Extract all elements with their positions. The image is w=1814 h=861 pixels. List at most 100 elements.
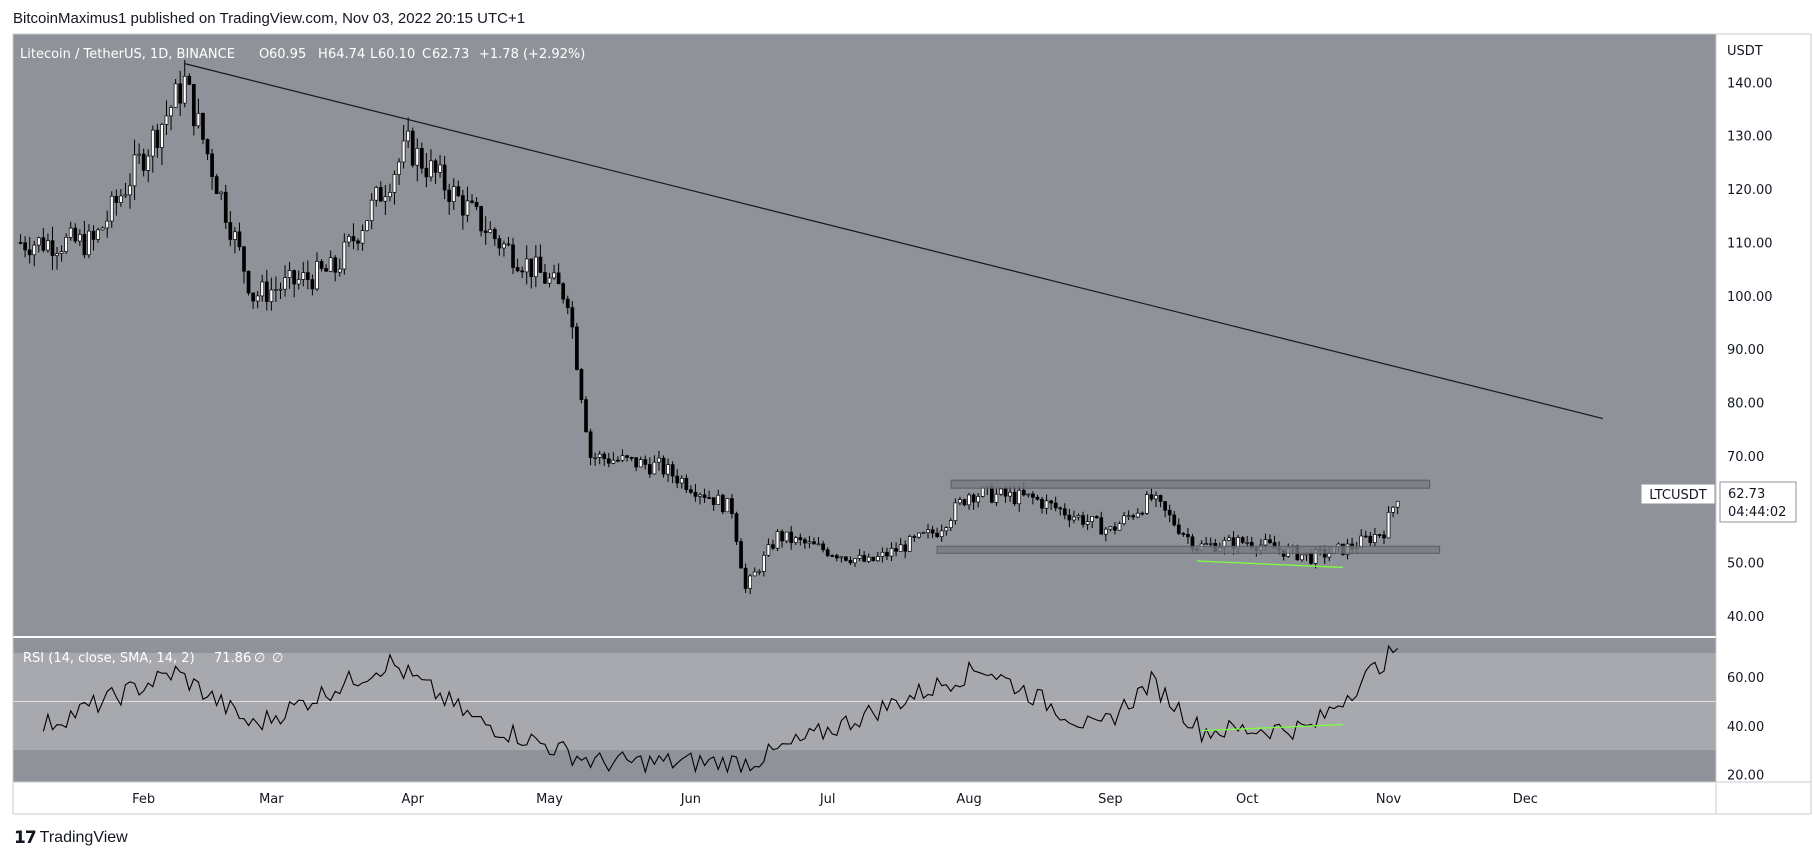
candle-body [597, 453, 602, 458]
candle-body [319, 261, 324, 269]
candle-body [50, 240, 55, 256]
rsi-divergence-line[interactable] [1201, 723, 1343, 732]
candle-body [880, 551, 885, 557]
candle-body [1049, 500, 1053, 504]
candle-body [989, 486, 994, 503]
price-tick-label: 40.00 [1727, 610, 1764, 625]
candle-body [661, 457, 666, 475]
candle-body [424, 167, 429, 178]
candle-body [725, 498, 730, 513]
candle-body [278, 288, 283, 291]
candle-body [205, 139, 210, 155]
candle-body [1145, 494, 1149, 514]
tv-logo-icon: 𝟭𝟳 [14, 828, 37, 847]
candle-body [638, 459, 643, 468]
resistance-zone[interactable] [950, 479, 1431, 489]
candle-body [716, 494, 721, 505]
candle-body [999, 488, 1003, 495]
candle-body [59, 251, 64, 254]
candle-body [885, 551, 889, 557]
candle-body [223, 191, 228, 223]
candle-body [1008, 491, 1012, 497]
rsi-tick-label: 20.00 [1727, 768, 1764, 783]
candle-body [196, 112, 201, 127]
candle-body [1309, 553, 1313, 564]
candle-body [1204, 543, 1209, 545]
price-tick-label: 90.00 [1727, 343, 1764, 358]
candle-body [324, 268, 328, 272]
candle-body [844, 556, 848, 561]
candle-body [18, 242, 23, 244]
candle-body [1395, 500, 1400, 508]
candle-body [1131, 515, 1136, 518]
candle-body [953, 502, 958, 521]
candle-body [734, 513, 739, 542]
candle-body [1391, 506, 1395, 513]
price-tick-label: 50.00 [1727, 557, 1764, 572]
candle-body [123, 194, 128, 197]
candle-body [219, 191, 224, 195]
candle-body [119, 195, 123, 203]
candle-body [178, 83, 183, 104]
candle-body [479, 206, 483, 232]
symbol-name[interactable]: Litecoin / TetherUS, 1D, BINANCE [20, 47, 235, 62]
descending-trendline[interactable] [184, 63, 1604, 420]
candle-body [474, 202, 479, 207]
time-tick-label: Jul [819, 792, 836, 807]
candle-body [629, 457, 634, 459]
candle-body [944, 527, 949, 532]
candle-body [1181, 533, 1186, 535]
candle-body [980, 487, 985, 497]
time-tick-label: Apr [401, 792, 424, 807]
ohlc-open-value: 60.95 [269, 47, 306, 62]
footer-brand[interactable]: 𝟭𝟳 TradingView [14, 828, 128, 848]
bar-countdown: 04:44:02 [1728, 505, 1786, 520]
time-tick-label: Sep [1098, 792, 1123, 807]
candle-body [698, 494, 702, 497]
symbol-tag [1640, 483, 1716, 505]
rsi-extra-1: ∅ [254, 651, 265, 666]
price-pane[interactable] [13, 34, 1716, 636]
candle-body [684, 477, 689, 491]
candle-body [848, 560, 853, 564]
candle-body [214, 176, 219, 195]
candle-body [793, 537, 798, 543]
candle-body [780, 531, 784, 542]
candle-body [1186, 534, 1190, 538]
rsi-label[interactable]: RSI (14, close, SMA, 14, 2) [23, 651, 195, 666]
candle-body [807, 541, 812, 544]
candle-body [1126, 515, 1131, 518]
candle-body [1081, 515, 1085, 525]
candle-body [55, 253, 59, 256]
candle-body [647, 464, 652, 475]
time-tick-label: Nov [1376, 792, 1402, 807]
candle-body [100, 227, 105, 231]
candle-body [784, 531, 789, 542]
candle-body [616, 459, 620, 462]
candle-body [333, 257, 338, 273]
time-tick-label: May [536, 792, 563, 807]
candle-body [429, 160, 433, 178]
candle-body [337, 268, 342, 273]
candle-body [392, 174, 397, 193]
candle-body [894, 548, 898, 552]
candle-body [533, 256, 538, 278]
ohlc-low-value: 60.10 [378, 47, 415, 62]
ohlc-low-label: L [370, 47, 378, 62]
candle-body [1268, 539, 1272, 544]
support-zone[interactable] [936, 545, 1441, 554]
candle-body [866, 556, 871, 562]
candle-body [328, 257, 333, 272]
candle-body [1373, 534, 1377, 543]
rsi-tick-label: 40.00 [1727, 720, 1764, 735]
chart-canvas[interactable]: 140.00 130.00 120.00 110.00 100.00 90.00 80.00… [0, 0, 1814, 820]
candle-body [752, 571, 757, 577]
candle-body [798, 537, 803, 541]
price-divergence-line[interactable] [1197, 560, 1343, 569]
candle-body [27, 249, 32, 256]
candle-body [182, 75, 187, 104]
candle-body [260, 281, 265, 297]
candle-body [237, 231, 242, 248]
candle-body [853, 558, 857, 564]
candle-body [155, 129, 160, 148]
